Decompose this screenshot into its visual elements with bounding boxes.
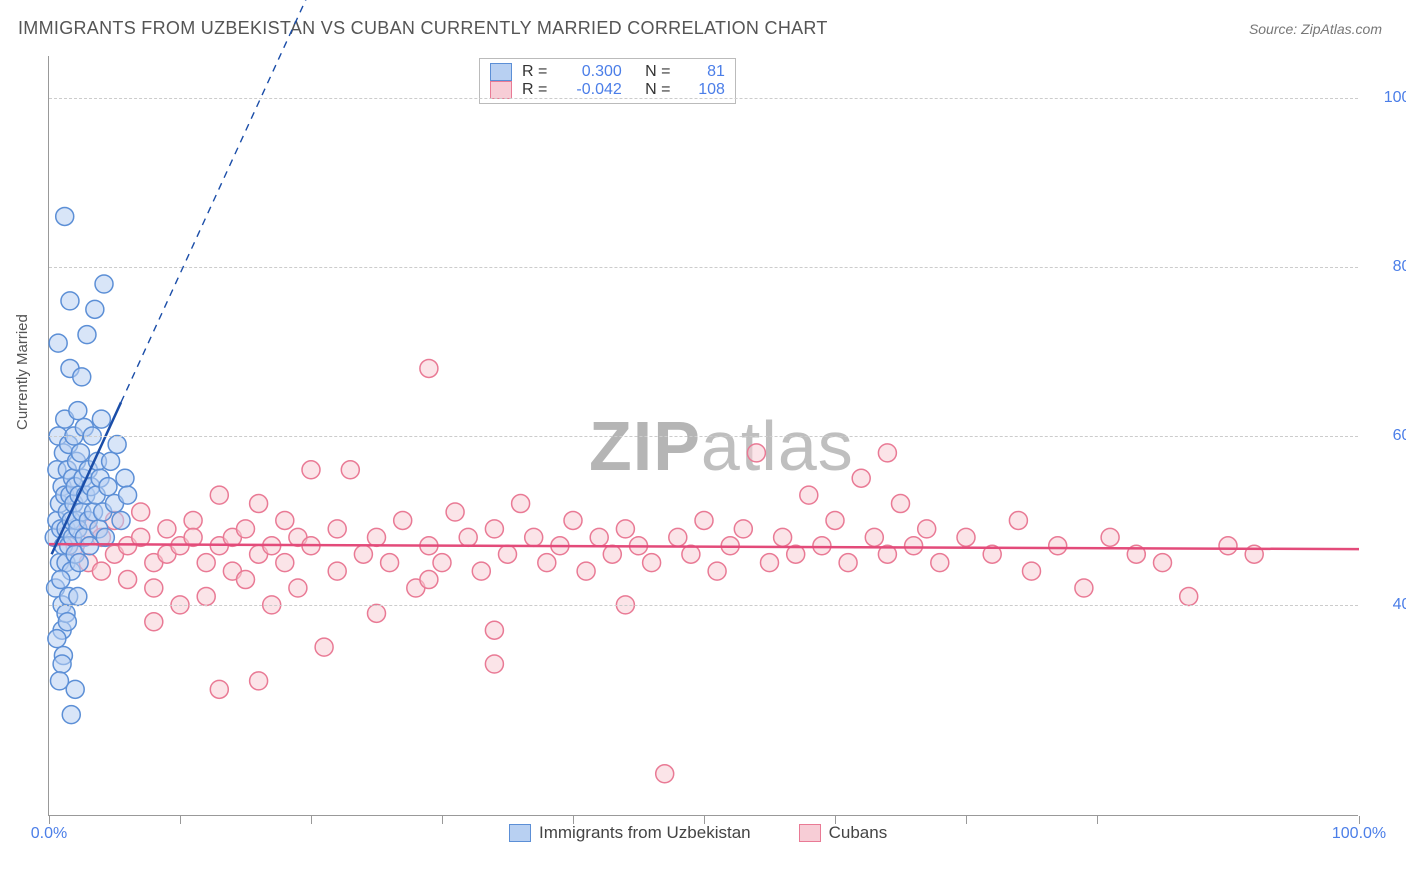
plot-area: ZIPatlas R = 0.300 N = 81R = -0.042 N = … [48,56,1358,816]
legend-row: R = 0.300 N = 81 [490,63,725,81]
chart-title: IMMIGRANTS FROM UZBEKISTAN VS CUBAN CURR… [18,18,828,39]
x-tick-mark [1359,816,1360,824]
legend-swatch [490,81,512,99]
x-tick-mark [573,816,574,824]
legend-swatch [799,824,821,842]
gridline-h [49,605,1358,606]
legend-swatch [490,63,512,81]
x-tick-mark [49,816,50,824]
chart-source: Source: ZipAtlas.com [1249,21,1382,37]
legend-n-value: 81 [685,63,725,81]
y-tick-label: 100.0% [1366,89,1406,107]
y-tick-label: 60.0% [1366,427,1406,445]
legend-series-item: Immigrants from Uzbekistan [509,823,751,843]
series-legend: Immigrants from Uzbekistan Cubans [509,823,887,843]
x-tick-mark [835,816,836,824]
y-tick-label: 40.0% [1366,596,1406,614]
legend-row: R = -0.042 N = 108 [490,81,725,99]
legend-series-label: Cubans [829,823,888,843]
legend-n-value: 108 [685,81,725,99]
legend-swatch [509,824,531,842]
legend-r-label: R = [522,81,552,99]
x-tick-label-right: 100.0% [1332,825,1386,843]
y-tick-label: 80.0% [1366,258,1406,276]
y-axis-label: Currently Married [14,314,31,430]
legend-series-label: Immigrants from Uzbekistan [539,823,751,843]
legend-n-label: N = [632,63,675,81]
legend-n-label: N = [632,81,675,99]
x-tick-mark [966,816,967,824]
x-tick-label-left: 0.0% [31,825,67,843]
legend-r-value: -0.042 [562,81,622,99]
correlation-legend: R = 0.300 N = 81R = -0.042 N = 108 [479,58,736,104]
x-tick-mark [311,816,312,824]
x-tick-mark [1097,816,1098,824]
legend-series-item: Cubans [799,823,888,843]
legend-r-label: R = [522,63,552,81]
gridline-h [49,267,1358,268]
gridline-h [49,98,1358,99]
x-tick-mark [180,816,181,824]
x-tick-mark [704,816,705,824]
x-tick-mark [442,816,443,824]
gridline-h [49,436,1358,437]
legend-r-value: 0.300 [562,63,622,81]
